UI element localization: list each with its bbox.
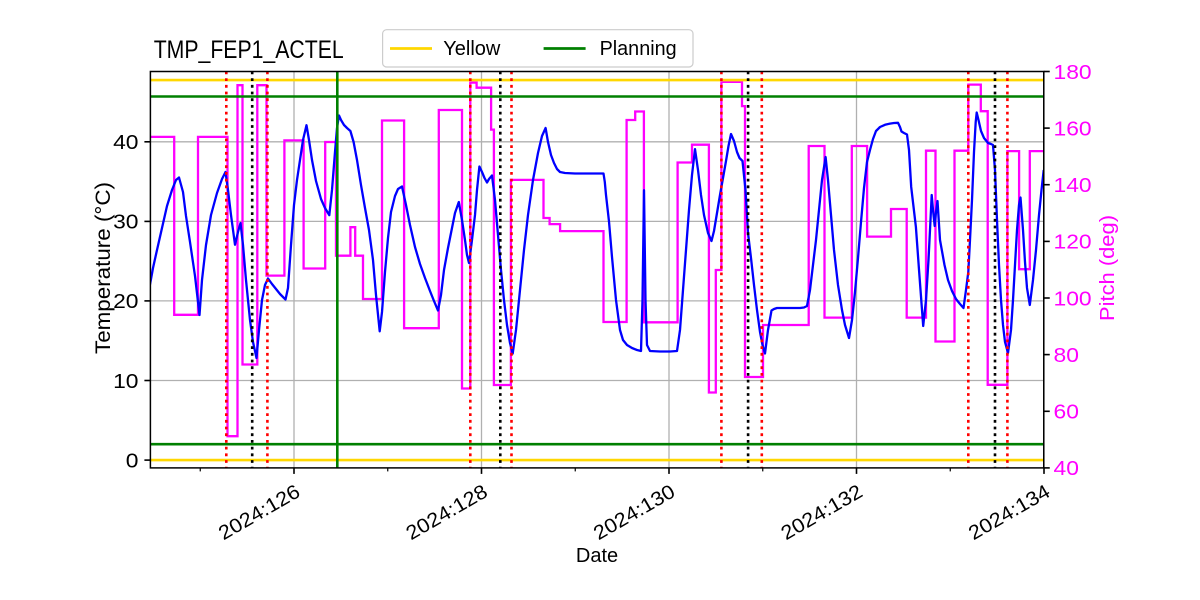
svg-text:Yellow: Yellow	[443, 38, 501, 60]
svg-text:30: 30	[113, 212, 138, 234]
svg-text:40: 40	[1054, 458, 1079, 480]
svg-text:180: 180	[1054, 62, 1092, 84]
svg-text:100: 100	[1054, 288, 1092, 310]
svg-text:140: 140	[1054, 175, 1092, 197]
svg-text:TMP_FEP1_ACTEL: TMP_FEP1_ACTEL	[154, 36, 344, 64]
svg-text:Planning: Planning	[600, 38, 677, 60]
svg-text:80: 80	[1054, 345, 1079, 367]
svg-text:120: 120	[1054, 232, 1092, 254]
svg-text:20: 20	[113, 291, 138, 313]
svg-text:Pitch (deg): Pitch (deg)	[1097, 215, 1119, 321]
svg-text:Temperature (°C): Temperature (°C)	[92, 182, 115, 354]
svg-text:40: 40	[113, 132, 138, 154]
svg-text:0: 0	[126, 450, 139, 472]
svg-text:160: 160	[1054, 118, 1092, 140]
svg-text:10: 10	[113, 371, 138, 393]
svg-text:Date: Date	[576, 545, 618, 567]
svg-text:60: 60	[1054, 402, 1079, 424]
